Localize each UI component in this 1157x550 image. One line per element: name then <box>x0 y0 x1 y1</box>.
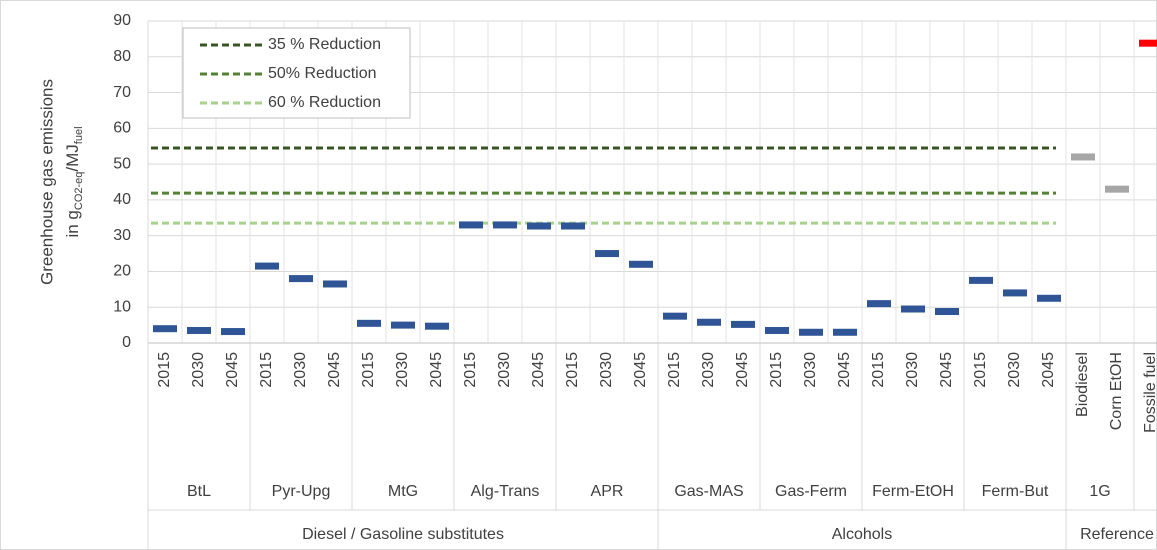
marker <box>799 328 823 336</box>
x-tick-label: 2015 <box>258 352 275 388</box>
x-tick-label: 2015 <box>972 352 989 388</box>
supergroup-label: Alcohols <box>832 526 892 543</box>
group-label: Gas-Ferm <box>775 483 847 500</box>
marker <box>255 262 279 270</box>
group-label: BtL <box>187 483 211 500</box>
group-label: Gas-MAS <box>674 483 743 500</box>
x-tick-label: Corn EtOH <box>1108 352 1125 430</box>
x-tick-label: 2030 <box>700 352 717 388</box>
y-tick-label: 90 <box>113 12 131 29</box>
x-tick-label: 2045 <box>428 352 445 388</box>
marker <box>153 325 177 333</box>
x-tick-label: Biodiesel <box>1074 352 1091 417</box>
marker <box>901 305 925 313</box>
x-tick-label: 2030 <box>496 352 513 388</box>
x-tick-label: 2015 <box>564 352 581 388</box>
marker <box>1037 294 1061 302</box>
supergroup-label: Diesel / Gasoline substitutes <box>302 526 504 543</box>
group-label: APR <box>591 483 624 500</box>
x-tick-label: 2045 <box>836 352 853 388</box>
x-tick-label: Fossile fuel <box>1142 352 1157 433</box>
marker <box>1003 289 1027 297</box>
group-label: Ferm-But <box>982 483 1049 500</box>
y-axis-title: Greenhouse gas emissions <box>37 79 56 285</box>
group-label: MtG <box>388 483 418 500</box>
marker <box>765 326 789 334</box>
x-tick-label: 2045 <box>938 352 955 388</box>
marker <box>391 321 415 329</box>
marker <box>595 250 619 258</box>
marker <box>867 300 891 308</box>
marker <box>833 328 857 336</box>
y-tick-label: 10 <box>113 298 131 315</box>
x-tick-label: 2045 <box>632 352 649 388</box>
y-axis-title-2: in gCO2-eq/MJfuel <box>63 126 84 237</box>
x-tick-label: 2015 <box>462 352 479 388</box>
marker <box>1071 153 1095 161</box>
marker <box>1139 39 1157 47</box>
y-tick-label: 50 <box>113 155 131 172</box>
subscript: CO2-eq <box>73 172 85 211</box>
label-part: in g <box>63 210 82 237</box>
x-tick-label: 2030 <box>802 352 819 388</box>
x-tick-label: 2030 <box>1006 352 1023 388</box>
group-label: Pyr-Upg <box>272 483 331 500</box>
y-tick-label: 40 <box>113 191 131 208</box>
group-label: Ferm-EtOH <box>872 483 954 500</box>
supergroup-label: Reference <box>1080 526 1154 543</box>
x-tick-label: 2015 <box>768 352 785 388</box>
marker <box>629 260 653 268</box>
marker <box>527 222 551 230</box>
x-tick-label: 2015 <box>156 352 173 388</box>
marker <box>697 318 721 326</box>
x-tick-label: 2030 <box>190 352 207 388</box>
group-label: Alg-Trans <box>471 483 540 500</box>
x-tick-label: 2045 <box>734 352 751 388</box>
y-tick-label: 60 <box>113 120 131 137</box>
x-tick-label: 2015 <box>870 352 887 388</box>
x-tick-label: 2045 <box>1040 352 1057 388</box>
marker <box>493 221 517 229</box>
marker <box>187 326 211 334</box>
x-tick-label: 2015 <box>360 352 377 388</box>
legend-box <box>182 27 411 119</box>
marker <box>357 319 381 327</box>
marker <box>289 275 313 283</box>
legend-label: 60 % Reduction <box>268 94 381 111</box>
marker <box>561 222 585 230</box>
y-tick-label: 80 <box>113 48 131 65</box>
x-tick-label: 2030 <box>904 352 921 388</box>
marker <box>323 280 347 288</box>
marker <box>935 308 959 316</box>
x-tick-label: 2030 <box>292 352 309 388</box>
group-label: 1G <box>1089 483 1110 500</box>
marker <box>1105 185 1129 193</box>
marker <box>425 322 449 330</box>
marker <box>969 276 993 284</box>
legend-label: 35 % Reduction <box>268 36 381 53</box>
x-tick-label: 2045 <box>224 352 241 388</box>
y-tick-label: 0 <box>122 334 131 351</box>
x-tick-label: 2030 <box>394 352 411 388</box>
marker <box>663 312 687 320</box>
x-tick-label: 2015 <box>666 352 683 388</box>
y-tick-label: 70 <box>113 84 131 101</box>
x-tick-label: 2045 <box>530 352 547 388</box>
marker <box>221 328 245 336</box>
y-tick-label: 30 <box>113 227 131 244</box>
y-tick-label: 20 <box>113 263 131 280</box>
subscript: fuel <box>73 126 85 144</box>
x-tick-label: 2030 <box>598 352 615 388</box>
x-tick-label: 2045 <box>326 352 343 388</box>
marker <box>731 320 755 328</box>
legend-label: 50% Reduction <box>268 65 377 82</box>
marker <box>459 221 483 229</box>
label-part: /MJ <box>63 144 82 171</box>
